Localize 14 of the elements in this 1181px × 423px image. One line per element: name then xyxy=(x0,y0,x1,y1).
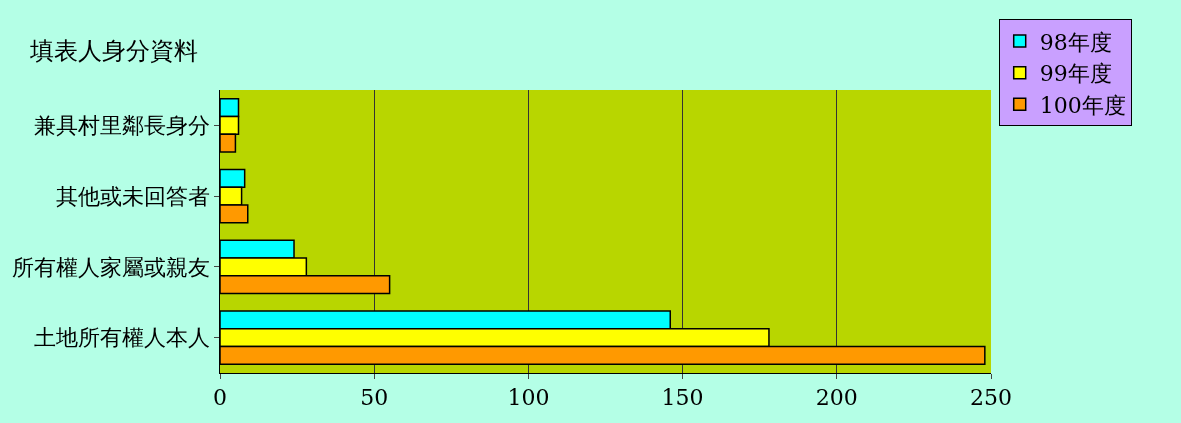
x-tick-label: 50 xyxy=(360,385,389,411)
x-tick-label: 150 xyxy=(661,385,704,411)
y-tick-label: 所有權人家屬或親友 xyxy=(11,254,210,280)
x-tick-label: 200 xyxy=(815,385,858,411)
y-tick-label: 其他或未回答者 xyxy=(55,183,210,209)
x-tick-label: 0 xyxy=(213,385,227,411)
chart-title: 填表人身分資料 xyxy=(29,37,198,65)
x-tick-label: 250 xyxy=(970,385,1012,411)
legend-label: 98年度 xyxy=(1039,29,1112,55)
legend-label: 100年度 xyxy=(1039,92,1126,118)
y-tick-label: 兼具村里鄰長身分 xyxy=(33,113,210,139)
legend-label: 99年度 xyxy=(1039,61,1112,87)
x-tick-label: 100 xyxy=(507,385,550,411)
y-tick-label: 土地所有權人本人 xyxy=(33,325,210,351)
